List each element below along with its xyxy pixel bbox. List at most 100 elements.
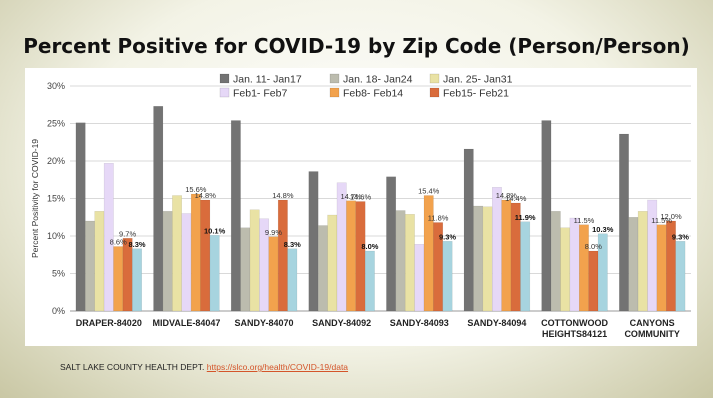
y-tick-label: 25% xyxy=(47,119,65,129)
category-label-line2: COMMUNITY xyxy=(624,329,680,339)
bar xyxy=(103,163,114,312)
bar xyxy=(230,120,241,312)
bar xyxy=(327,214,338,312)
bar xyxy=(209,235,220,312)
data-label: 8.3% xyxy=(284,240,301,249)
data-label: 14.6% xyxy=(350,193,372,202)
bar xyxy=(317,225,328,312)
data-label: 12.0% xyxy=(660,212,682,221)
bar xyxy=(132,248,142,312)
bar xyxy=(172,195,182,312)
bar xyxy=(550,211,561,312)
data-label: 15.6% xyxy=(185,185,207,194)
source-link[interactable]: https://slco.org/health/COVID-19/data xyxy=(206,362,349,372)
source-text: SALT LAKE COUNTY HEALTH DEPT. xyxy=(60,362,205,372)
bar xyxy=(501,199,512,312)
data-label: 9.3% xyxy=(672,232,689,241)
category-label-line1: COTTONWOOD xyxy=(541,318,608,328)
data-label: 8.6% xyxy=(110,238,127,247)
legend-swatch xyxy=(219,87,230,98)
bar xyxy=(675,241,686,312)
data-label: 14.8% xyxy=(195,191,217,200)
bar xyxy=(386,176,397,312)
bar xyxy=(579,224,589,312)
bar xyxy=(628,217,639,312)
y-axis-title: Percent Positivity for COVID-19 xyxy=(30,139,40,258)
covid-positivity-chart: 0% 5% 10% 15% 20% 25% 30% Percent Positivity fo… xyxy=(30,73,691,339)
bar xyxy=(364,250,375,312)
bar xyxy=(637,211,648,312)
bar xyxy=(277,199,288,312)
data-label: 15.4% xyxy=(418,187,440,196)
bar xyxy=(520,221,531,312)
bar xyxy=(153,106,164,312)
y-tick-label: 0% xyxy=(52,306,65,316)
legend-label: Jan. 18- Jan24 xyxy=(343,74,413,86)
bar xyxy=(240,227,251,312)
bar xyxy=(541,120,552,312)
bar xyxy=(355,201,366,312)
data-label: 8.3% xyxy=(128,240,145,249)
data-label: 14.8% xyxy=(496,191,518,200)
bar xyxy=(463,148,474,312)
data-label: 14.7% xyxy=(340,192,362,201)
bar xyxy=(442,241,453,312)
category-label: MIDVALE-84047 xyxy=(153,318,221,328)
category-label: SANDY-84094 xyxy=(467,318,526,328)
data-label: 10.1% xyxy=(204,226,226,235)
legend-swatch xyxy=(429,73,440,84)
bar xyxy=(473,205,484,312)
source-line: SALT LAKE COUNTY HEALTH DEPT. https://sl… xyxy=(60,362,348,372)
data-label: 14.8% xyxy=(272,191,294,200)
data-label: 11.5% xyxy=(651,216,672,225)
bar xyxy=(588,250,599,312)
bar xyxy=(122,238,133,312)
legend-swatch xyxy=(329,87,340,98)
bar xyxy=(308,171,319,312)
legend-label: Feb15- Feb21 xyxy=(443,88,509,100)
bar xyxy=(94,211,105,312)
bar xyxy=(414,244,425,312)
bar xyxy=(619,133,629,312)
bar xyxy=(190,193,201,312)
bar xyxy=(336,182,347,312)
data-label: 11.5% xyxy=(574,216,595,225)
y-tick-label: 30% xyxy=(47,81,65,91)
bar xyxy=(85,220,95,312)
bar xyxy=(75,122,86,312)
bar xyxy=(346,200,357,312)
data-label: 11.8% xyxy=(428,214,449,223)
y-tick-label: 15% xyxy=(47,194,65,204)
data-label: 8.0% xyxy=(361,242,378,251)
bar xyxy=(200,199,211,312)
legend-label: Jan. 25- Jan31 xyxy=(443,74,513,86)
legend-swatch xyxy=(219,73,230,84)
legend-label: Feb1- Feb7 xyxy=(233,88,287,100)
bar xyxy=(162,211,173,312)
bar xyxy=(597,233,608,312)
bar xyxy=(482,206,493,312)
bar xyxy=(560,227,571,312)
bar xyxy=(395,210,406,312)
bar xyxy=(656,224,667,312)
y-tick-label: 20% xyxy=(47,156,65,166)
y-tick-label: 5% xyxy=(52,269,65,279)
legend-label: Feb8- Feb14 xyxy=(343,88,403,100)
bar xyxy=(404,214,415,312)
data-label: 9.9% xyxy=(265,228,282,237)
bar xyxy=(113,246,124,312)
bar xyxy=(569,217,580,312)
chart-panel: 0% 5% 10% 15% 20% 25% 30% Percent Positivity fo… xyxy=(25,68,697,346)
category-label-line1: CANYONS xyxy=(630,318,675,328)
y-tick-label: 10% xyxy=(47,231,65,241)
data-label: 14.4% xyxy=(505,194,527,203)
bar xyxy=(287,248,298,312)
legend-swatch xyxy=(429,87,440,98)
data-label: 11.9% xyxy=(515,213,536,222)
category-label: DRAPER-84020 xyxy=(76,318,142,328)
category-label: SANDY-84092 xyxy=(312,318,371,328)
bar xyxy=(268,236,279,312)
data-label: 10.3% xyxy=(592,225,614,234)
category-label: SANDY-84070 xyxy=(235,318,294,328)
legend-swatch xyxy=(329,73,340,84)
